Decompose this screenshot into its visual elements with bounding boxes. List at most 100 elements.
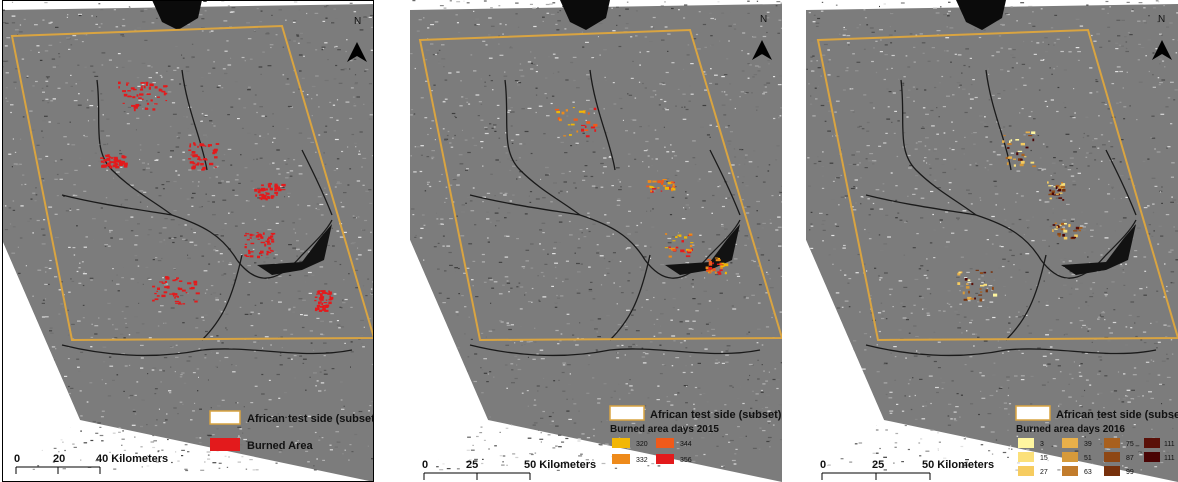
sar-speckle — [564, 152, 568, 154]
sar-speckle — [1087, 165, 1090, 167]
sar-speckle — [1123, 106, 1127, 108]
sar-speckle — [354, 269, 359, 271]
sar-speckle — [963, 464, 968, 466]
sar-speckle — [309, 376, 311, 378]
sar-speckle — [349, 168, 352, 170]
sar-speckle — [162, 188, 165, 190]
sar-speckle — [950, 418, 953, 420]
sar-speckle — [589, 319, 594, 321]
sar-speckle — [267, 133, 269, 135]
sar-speckle — [903, 286, 908, 288]
burn-pixel — [1052, 229, 1054, 232]
sar-speckle — [922, 308, 924, 310]
sar-speckle — [42, 120, 46, 122]
sar-speckle — [185, 469, 189, 472]
burn-pixel — [1079, 227, 1083, 229]
sar-speckle — [440, 218, 444, 220]
burn-pixel — [268, 236, 272, 240]
sar-speckle — [741, 199, 744, 201]
sar-speckle — [427, 27, 430, 29]
burn-pixel — [259, 197, 261, 200]
sar-speckle — [355, 258, 359, 260]
sar-speckle — [1026, 448, 1030, 451]
sar-speckle — [878, 145, 882, 147]
sar-speckle — [744, 154, 748, 156]
sar-speckle — [126, 113, 130, 115]
sar-speckle — [234, 194, 239, 196]
sar-speckle — [123, 390, 125, 392]
sar-speckle — [1015, 469, 1019, 471]
sar-speckle — [286, 128, 289, 130]
sar-speckle — [207, 49, 210, 51]
sar-speckle — [987, 169, 989, 171]
sar-speckle — [259, 106, 263, 108]
sar-speckle — [1172, 417, 1174, 419]
sar-speckle — [442, 463, 445, 465]
sar-speckle — [127, 106, 131, 108]
sar-speckle — [682, 68, 685, 70]
sar-speckle — [361, 343, 364, 345]
sar-speckle — [1170, 249, 1174, 251]
sar-speckle — [778, 267, 780, 269]
sar-speckle — [670, 404, 674, 406]
sar-speckle — [972, 79, 975, 81]
sar-speckle — [1069, 322, 1073, 324]
sar-speckle — [820, 104, 825, 107]
sar-speckle — [425, 59, 428, 61]
sar-speckle — [1117, 35, 1121, 37]
sar-speckle — [144, 8, 148, 10]
sar-speckle — [203, 134, 207, 136]
sar-speckle — [413, 113, 416, 115]
sar-speckle — [499, 455, 503, 457]
burn-pixel — [1062, 189, 1066, 192]
sar-speckle — [1152, 74, 1154, 76]
sar-speckle — [353, 58, 357, 60]
sar-speckle — [588, 230, 591, 233]
sar-speckle — [90, 346, 93, 348]
sar-speckle — [279, 364, 283, 366]
sar-speckle — [716, 202, 720, 204]
sar-speckle — [1126, 1, 1130, 3]
burn-pixel — [109, 161, 112, 164]
sar-speckle — [158, 195, 162, 197]
sar-speckle — [841, 306, 844, 308]
sar-speckle — [130, 230, 134, 232]
sar-speckle — [505, 24, 507, 26]
sar-speckle — [724, 404, 727, 406]
sar-speckle — [756, 342, 759, 344]
sar-speckle — [745, 297, 749, 299]
sar-speckle — [639, 64, 641, 66]
sar-speckle — [191, 205, 194, 207]
sar-speckle — [628, 210, 631, 212]
sar-speckle — [10, 104, 14, 106]
sar-speckle — [287, 158, 290, 160]
sar-speckle — [466, 168, 469, 170]
sar-speckle — [741, 50, 743, 52]
sar-speckle — [941, 387, 944, 390]
sar-speckle — [974, 96, 978, 99]
sar-speckle — [143, 191, 147, 193]
sar-speckle — [449, 142, 452, 144]
sar-speckle — [606, 419, 608, 422]
sar-speckle — [148, 114, 151, 117]
sar-speckle — [1020, 379, 1025, 381]
sar-speckle — [1089, 384, 1092, 386]
burn-pixel — [249, 251, 254, 253]
sar-speckle — [334, 186, 337, 188]
sar-speckle — [45, 316, 49, 318]
sar-speckle — [761, 344, 764, 346]
sar-speckle — [1116, 66, 1121, 68]
burn-pixel — [115, 165, 120, 169]
sar-speckle — [340, 69, 345, 71]
sar-speckle — [483, 372, 488, 374]
sar-speckle — [946, 50, 949, 52]
sar-speckle — [280, 352, 282, 354]
sar-speckle — [101, 52, 106, 54]
sar-speckle — [757, 166, 759, 168]
sar-speckle — [254, 94, 257, 96]
sar-speckle — [756, 0, 759, 2]
sar-speckle — [52, 139, 55, 141]
sar-speckle — [1045, 51, 1049, 53]
burn-pixel — [559, 118, 562, 122]
sar-speckle — [956, 276, 960, 278]
